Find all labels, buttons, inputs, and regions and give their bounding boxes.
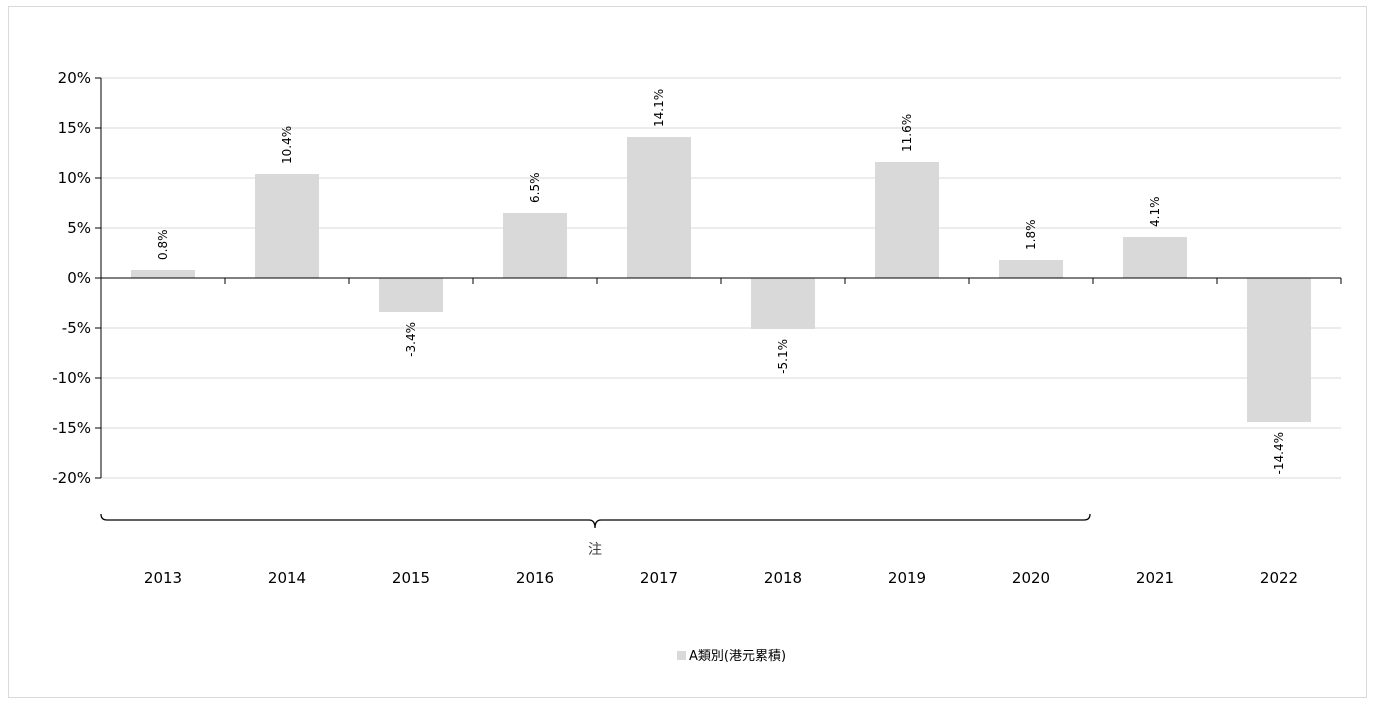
bar bbox=[627, 137, 691, 278]
data-label: -3.4% bbox=[404, 322, 418, 357]
x-category-label: 2020 bbox=[1012, 569, 1050, 587]
data-label: -5.1% bbox=[776, 339, 790, 374]
bar bbox=[131, 270, 195, 278]
x-category-label: 2017 bbox=[640, 569, 678, 587]
data-label: 11.6% bbox=[900, 114, 914, 152]
chart-frame bbox=[8, 6, 1367, 698]
x-category-label: 2018 bbox=[764, 569, 802, 587]
bar bbox=[875, 162, 939, 278]
x-category-label: 2016 bbox=[516, 569, 554, 587]
y-tick-label: -15% bbox=[52, 419, 91, 437]
data-label: 4.1% bbox=[1148, 197, 1162, 228]
y-tick-label: 5% bbox=[67, 219, 91, 237]
data-label: -14.4% bbox=[1272, 432, 1286, 474]
annotation-bracket bbox=[100, 513, 1091, 529]
legend-label: A類別(港元累積) bbox=[689, 649, 786, 664]
x-category-label: 2021 bbox=[1136, 569, 1174, 587]
bar bbox=[751, 278, 815, 329]
y-tick-label: 15% bbox=[58, 119, 91, 137]
annotation-label: 注 bbox=[588, 542, 602, 558]
x-category-label: 2014 bbox=[268, 569, 306, 587]
y-tick-label: 20% bbox=[58, 69, 91, 87]
y-tick-label: -20% bbox=[52, 469, 91, 487]
bar bbox=[503, 213, 567, 278]
y-tick-label: -5% bbox=[62, 319, 91, 337]
bar bbox=[255, 174, 319, 278]
data-label: 6.5% bbox=[528, 173, 542, 204]
bar bbox=[1247, 278, 1311, 422]
data-label: 10.4% bbox=[280, 126, 294, 164]
x-category-label: 2015 bbox=[392, 569, 430, 587]
x-category-label: 2013 bbox=[144, 569, 182, 587]
data-label: 0.8% bbox=[156, 230, 170, 261]
bar bbox=[999, 260, 1063, 278]
data-label: 1.8% bbox=[1024, 220, 1038, 251]
bar bbox=[379, 278, 443, 312]
x-category-label: 2019 bbox=[888, 569, 926, 587]
y-tick-label: 10% bbox=[58, 169, 91, 187]
x-category-label: 2022 bbox=[1260, 569, 1298, 587]
legend-swatch bbox=[677, 651, 686, 660]
y-tick-label: 0% bbox=[67, 269, 91, 287]
data-label: 14.1% bbox=[652, 89, 666, 127]
y-tick-label: -10% bbox=[52, 369, 91, 387]
bar bbox=[1123, 237, 1187, 278]
